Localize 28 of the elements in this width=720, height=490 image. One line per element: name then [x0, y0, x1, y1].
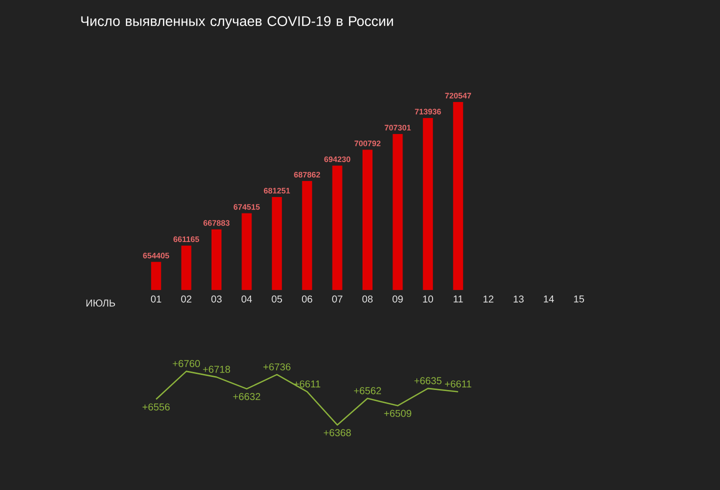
data-label: +6718 — [202, 366, 230, 373]
data-label: +6562 — [354, 387, 381, 394]
data-label: +6611 — [294, 380, 320, 388]
x-tick-label: 03 — [211, 296, 222, 303]
data-label: +6368 — [324, 429, 351, 436]
data-label: +6632 — [233, 393, 260, 400]
x-tick-label: 11 — [454, 296, 463, 302]
data-label: +6736 — [263, 363, 290, 370]
x-tick-label: 10 — [423, 296, 434, 303]
data-label: +6556 — [142, 403, 170, 410]
x-axis-title: ИЮЛЬ — [86, 300, 115, 307]
data-label: +6611 — [444, 380, 472, 388]
x-tick-label: 06 — [302, 296, 312, 303]
x-tick-label: 02 — [181, 296, 192, 303]
x-tick-label: 12 — [484, 296, 494, 302]
x-tick-label: 05 — [272, 296, 282, 303]
x-tick-label: 08 — [362, 296, 373, 303]
x-tick-label: 15 — [574, 296, 584, 302]
data-label: +6509 — [384, 410, 412, 417]
x-tick-label: 09 — [392, 296, 403, 303]
x-tick-label: 14 — [544, 296, 554, 302]
x-tick-label: 01 — [150, 296, 162, 303]
data-label: +6635 — [414, 377, 442, 384]
chart-title: Число выявленных случаев COVID-19 в России — [81, 16, 393, 29]
data-label: +6760 — [172, 360, 200, 368]
x-tick-label: 04 — [242, 296, 252, 303]
x-tick-label: 07 — [332, 296, 342, 303]
x-tick-label: 13 — [514, 296, 524, 303]
